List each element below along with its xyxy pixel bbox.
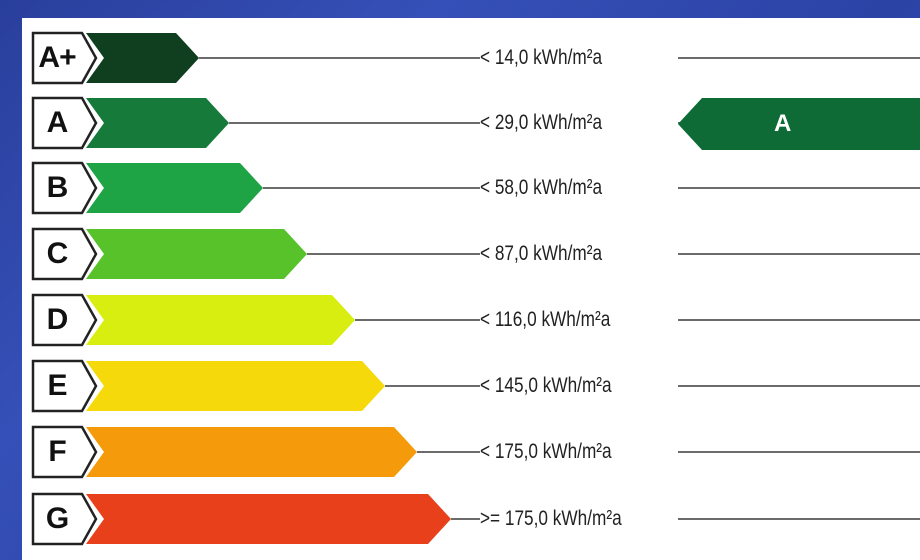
energy-label-panel: A+ < 14,0 kWh/m²a A < 29,0 kWh/m²a A B	[22, 18, 920, 560]
current-rating-arrow	[678, 98, 920, 150]
leader-line	[199, 57, 480, 59]
class-threshold: >= 175,0 kWh/m²a	[480, 507, 622, 530]
energy-bar	[86, 427, 418, 477]
class-letter: C	[46, 237, 69, 270]
energy-class-row-g: G >= 175,0 kWh/m²a	[22, 491, 920, 547]
class-letter-tag: E	[30, 358, 120, 414]
energy-class-row-c: C < 87,0 kWh/m²a	[22, 226, 920, 282]
rating-line	[678, 253, 920, 255]
class-letter-tag: G	[30, 491, 120, 547]
energy-class-row-f: F < 175,0 kWh/m²a	[22, 424, 920, 480]
class-threshold: < 29,0 kWh/m²a	[480, 111, 603, 134]
class-letter: F	[48, 435, 66, 468]
leader-line	[417, 451, 480, 453]
leader-line	[385, 385, 480, 387]
class-threshold: < 14,0 kWh/m²a	[480, 46, 603, 69]
rating-line	[678, 518, 920, 520]
class-letter: B	[46, 171, 69, 204]
leader-line	[229, 122, 480, 124]
class-letter-tag: F	[30, 424, 120, 480]
class-threshold: < 145,0 kWh/m²a	[480, 374, 612, 397]
energy-bar	[86, 33, 200, 83]
energy-class-row-a: A < 29,0 kWh/m²a A	[22, 95, 920, 151]
class-letter-tag: B	[30, 160, 120, 216]
energy-class-row-e: E < 145,0 kWh/m²a	[22, 358, 920, 414]
class-letter-tag: C	[30, 226, 120, 282]
leader-line	[355, 319, 480, 321]
leader-line	[451, 518, 480, 520]
class-letter-tag: A+	[30, 30, 120, 86]
rating-line	[678, 57, 920, 59]
energy-class-row-a-plus: A+ < 14,0 kWh/m²a	[22, 30, 920, 86]
leader-line	[263, 187, 480, 189]
energy-class-row-b: B < 58,0 kWh/m²a	[22, 160, 920, 216]
class-letter: A+	[38, 41, 76, 74]
energy-bar	[86, 494, 452, 544]
energy-bar	[86, 361, 386, 411]
energy-bar	[86, 295, 356, 345]
rating-line	[678, 385, 920, 387]
class-letter-tag: A	[30, 95, 120, 151]
class-letter: E	[47, 369, 67, 402]
energy-bar	[86, 98, 230, 148]
class-threshold: < 116,0 kWh/m²a	[480, 308, 611, 331]
rating-line	[678, 451, 920, 453]
energy-bar	[86, 163, 264, 213]
current-rating-letter: A	[774, 110, 792, 137]
rating-line	[678, 319, 920, 321]
class-threshold: < 87,0 kWh/m²a	[480, 242, 603, 265]
class-letter: A	[46, 106, 69, 139]
rating-line	[678, 187, 920, 189]
leader-line	[307, 253, 480, 255]
energy-class-row-d: D < 116,0 kWh/m²a	[22, 292, 920, 348]
class-threshold: < 58,0 kWh/m²a	[480, 176, 603, 199]
energy-bar	[86, 229, 308, 279]
class-letter: D	[46, 303, 69, 336]
class-letter-tag: D	[30, 292, 120, 348]
class-letter: G	[45, 502, 69, 535]
class-threshold: < 175,0 kWh/m²a	[480, 440, 612, 463]
